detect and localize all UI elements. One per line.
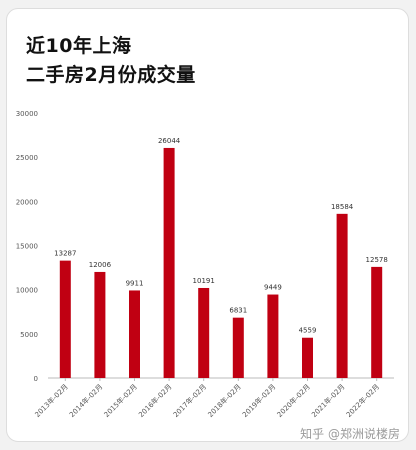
x-tick-label: 2017年-02月	[171, 382, 208, 419]
y-tick-label: 0	[34, 375, 38, 383]
watermark: 知乎 @郑洲说楼房	[300, 427, 400, 441]
bar	[94, 271, 106, 378]
data-label: 9911	[126, 279, 144, 287]
x-tick-label: 2018年-02月	[206, 382, 243, 419]
bar	[198, 287, 210, 378]
x-tick-label: 2022年-02月	[344, 382, 381, 419]
bar	[267, 294, 279, 378]
x-tick-label: 2019年-02月	[240, 382, 277, 419]
bar	[163, 147, 175, 378]
title-line-1: 近10年上海	[26, 35, 132, 57]
data-label: 12578	[366, 256, 388, 264]
y-tick-label: 30000	[16, 110, 38, 118]
data-label: 6831	[229, 307, 247, 315]
bar	[302, 337, 313, 378]
x-tick-label: 2021年-02月	[310, 382, 347, 419]
data-label: 26044	[158, 137, 181, 145]
x-tick-label: 2015年-02月	[102, 382, 139, 419]
x-tick-label: 2013年-02月	[33, 382, 70, 419]
bar	[371, 266, 383, 378]
data-label: 13287	[54, 250, 76, 258]
x-tick-label: 2020年-02月	[275, 382, 312, 419]
y-tick-label: 25000	[16, 154, 38, 162]
data-label: 18584	[331, 203, 354, 211]
y-tick-label: 20000	[16, 198, 38, 206]
bar	[336, 213, 348, 378]
data-label: 4559	[299, 327, 317, 335]
data-label: 9449	[264, 284, 282, 292]
bar	[232, 317, 244, 378]
bar	[59, 260, 71, 378]
chart-title: 近10年上海 二手房2月份成交量	[26, 32, 196, 90]
y-tick-label: 10000	[16, 287, 38, 295]
data-label: 12006	[89, 261, 112, 269]
x-tick-label: 2016年-02月	[137, 382, 174, 419]
title-line-2: 二手房2月份成交量	[26, 64, 196, 86]
data-label: 10191	[193, 277, 215, 285]
bar	[129, 290, 140, 378]
x-tick-label: 2014年-02月	[67, 382, 104, 419]
y-tick-label: 15000	[16, 243, 38, 251]
y-tick-label: 5000	[20, 331, 38, 339]
